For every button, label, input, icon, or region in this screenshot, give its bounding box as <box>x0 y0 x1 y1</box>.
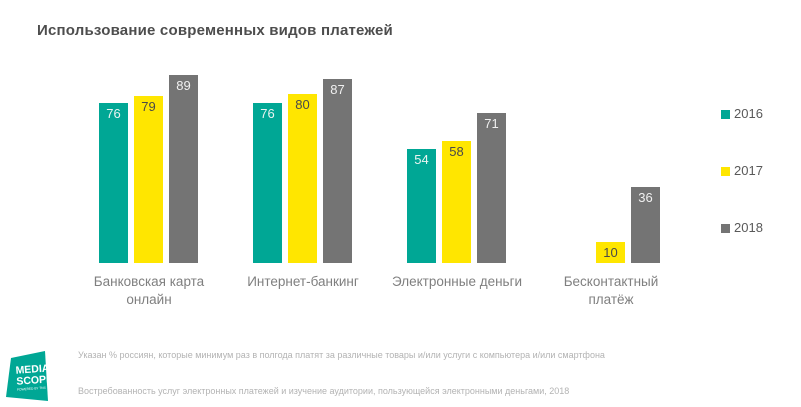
bar-2016: 54 <box>407 149 436 263</box>
logo-tagline: POWERED BY TNS <box>17 386 46 392</box>
bar-2016: 76 <box>253 103 282 263</box>
bar-2016: 76 <box>99 103 128 263</box>
bar-value-label: 80 <box>295 97 310 112</box>
bar-value-label: 76 <box>106 106 121 121</box>
bar-2018: 89 <box>169 75 198 263</box>
bar-value-label: 36 <box>638 190 653 205</box>
bar-2018: 36 <box>631 187 660 263</box>
bar-value-label: 10 <box>603 245 618 260</box>
bar-value-label: 89 <box>176 78 191 93</box>
bar-value-label: 58 <box>449 144 464 159</box>
bar-value-label: 76 <box>260 106 275 121</box>
bar-2017: 79 <box>134 96 163 263</box>
mediascope-logo: MEDIA SCOPE POWERED BY TNS <box>6 351 53 401</box>
bar-2017: 10 <box>596 242 625 263</box>
logo-background-shape <box>6 351 48 401</box>
bar-value-label: 54 <box>414 152 429 167</box>
bar-value-label: 71 <box>484 116 499 131</box>
logo-text-media: MEDIA <box>15 362 50 376</box>
category-label: Интернет-банкинг <box>247 274 359 289</box>
footnote-methodology: Указан % россиян, которые минимум раз в … <box>78 350 605 360</box>
category-label: Бесконтактный платёж <box>563 274 659 307</box>
bar-2017: 58 <box>442 141 471 263</box>
bar-2018: 71 <box>477 113 506 263</box>
footnote-source: Востребованность услуг электронных плате… <box>78 386 570 396</box>
logo-text-scope: SCOPE <box>16 373 53 388</box>
bar-value-label: 79 <box>141 99 156 114</box>
bar-value-label: 87 <box>330 82 345 97</box>
chart-title: Использование современных видов платежей <box>37 22 393 39</box>
category-label: Банковская карта онлайн <box>93 274 205 307</box>
bar-2018: 87 <box>323 79 352 263</box>
category-label: Электронные деньги <box>391 274 523 289</box>
bar-2017: 80 <box>288 94 317 263</box>
